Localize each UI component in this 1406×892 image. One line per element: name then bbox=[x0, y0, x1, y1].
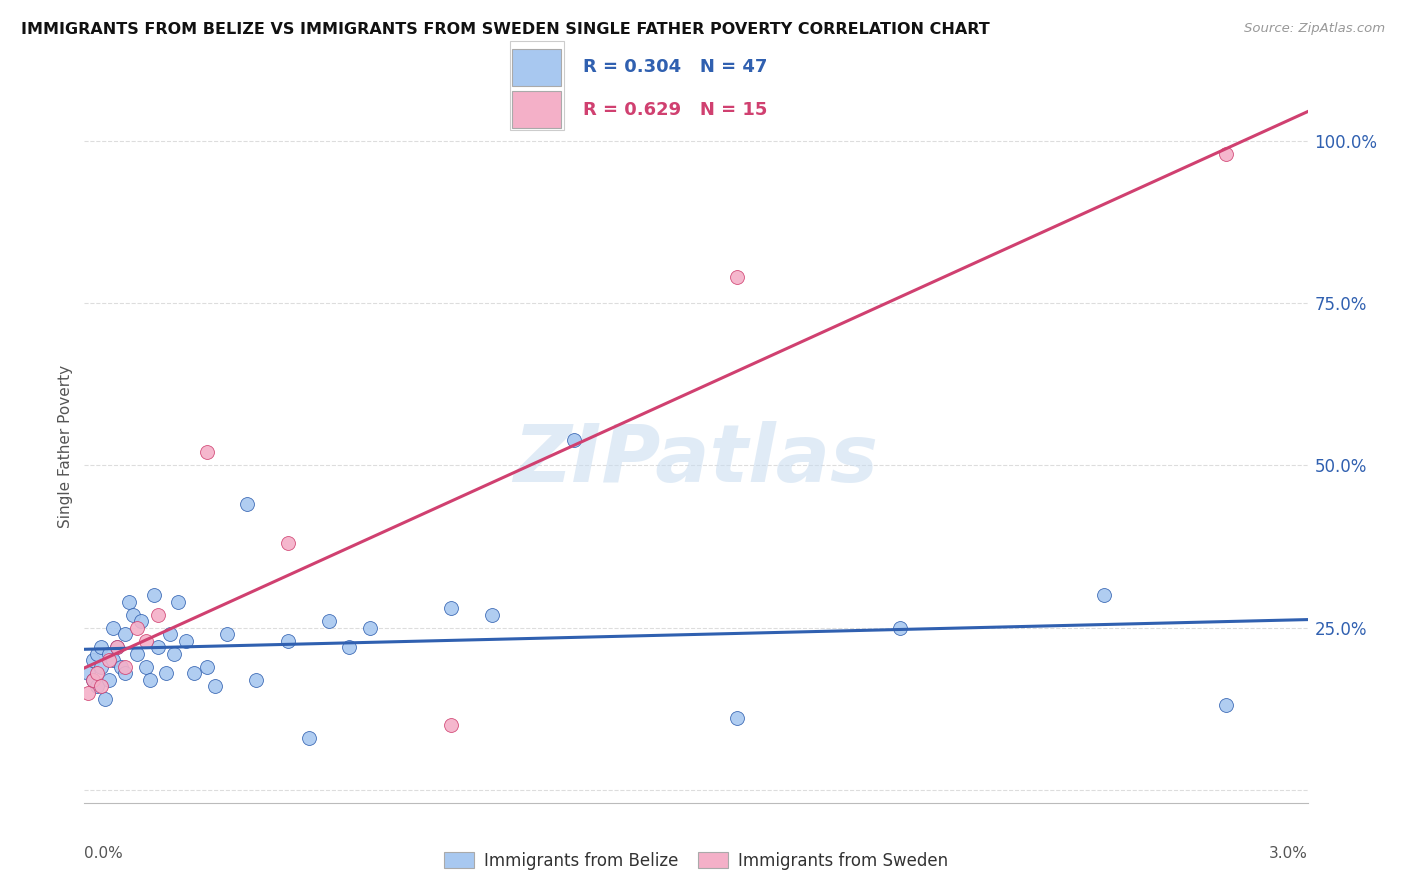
Text: R = 0.629   N = 15: R = 0.629 N = 15 bbox=[583, 101, 768, 119]
Point bbox=[359, 621, 381, 635]
Point bbox=[1215, 698, 1237, 713]
Point bbox=[122, 607, 145, 622]
Point bbox=[146, 640, 169, 654]
Point bbox=[131, 614, 153, 628]
Point bbox=[82, 673, 104, 687]
Point bbox=[277, 633, 299, 648]
Point bbox=[1215, 147, 1237, 161]
Point bbox=[82, 673, 104, 687]
Point bbox=[86, 647, 108, 661]
Point bbox=[440, 601, 463, 615]
Text: ZIPatlas: ZIPatlas bbox=[513, 421, 879, 500]
FancyBboxPatch shape bbox=[512, 91, 561, 128]
Point bbox=[142, 588, 165, 602]
Point bbox=[118, 595, 141, 609]
Legend: Immigrants from Belize, Immigrants from Sweden: Immigrants from Belize, Immigrants from … bbox=[437, 846, 955, 877]
Point bbox=[101, 621, 124, 635]
Point bbox=[146, 607, 169, 622]
Point bbox=[90, 679, 112, 693]
Point bbox=[163, 647, 186, 661]
Text: 0.0%: 0.0% bbox=[84, 846, 124, 861]
Text: 3.0%: 3.0% bbox=[1268, 846, 1308, 861]
Point bbox=[183, 666, 205, 681]
Text: IMMIGRANTS FROM BELIZE VS IMMIGRANTS FROM SWEDEN SINGLE FATHER POVERTY CORRELATI: IMMIGRANTS FROM BELIZE VS IMMIGRANTS FRO… bbox=[21, 22, 990, 37]
Point bbox=[138, 673, 160, 687]
Point bbox=[195, 659, 218, 673]
Point bbox=[562, 433, 585, 447]
Point bbox=[127, 621, 149, 635]
Point bbox=[204, 679, 226, 693]
Point bbox=[114, 666, 136, 681]
Point bbox=[159, 627, 181, 641]
Point bbox=[97, 653, 120, 667]
Point bbox=[97, 647, 120, 661]
Point bbox=[318, 614, 340, 628]
Point bbox=[440, 718, 463, 732]
Point bbox=[135, 659, 157, 673]
Y-axis label: Single Father Poverty: Single Father Poverty bbox=[58, 365, 73, 527]
Point bbox=[77, 666, 100, 681]
Point bbox=[114, 627, 136, 641]
Point bbox=[93, 692, 115, 706]
Point bbox=[155, 666, 177, 681]
Point bbox=[127, 647, 149, 661]
Point bbox=[217, 627, 239, 641]
Point bbox=[298, 731, 321, 745]
Point bbox=[97, 673, 120, 687]
Point bbox=[339, 640, 361, 654]
Point bbox=[481, 607, 503, 622]
Point bbox=[101, 653, 124, 667]
Point bbox=[77, 685, 100, 699]
Point bbox=[245, 673, 267, 687]
Point bbox=[105, 640, 128, 654]
Point bbox=[725, 270, 748, 285]
Text: R = 0.304   N = 47: R = 0.304 N = 47 bbox=[583, 58, 768, 76]
Point bbox=[236, 497, 259, 511]
Point bbox=[86, 679, 108, 693]
Point bbox=[167, 595, 190, 609]
Text: Source: ZipAtlas.com: Source: ZipAtlas.com bbox=[1244, 22, 1385, 36]
Point bbox=[110, 659, 132, 673]
Point bbox=[90, 640, 112, 654]
Point bbox=[725, 711, 748, 725]
Point bbox=[174, 633, 197, 648]
Point bbox=[135, 633, 157, 648]
Point bbox=[114, 659, 136, 673]
Point bbox=[889, 621, 911, 635]
Point bbox=[277, 536, 299, 550]
Point bbox=[86, 666, 108, 681]
Point bbox=[1092, 588, 1115, 602]
Point bbox=[82, 653, 104, 667]
Point bbox=[90, 659, 112, 673]
Point bbox=[195, 445, 218, 459]
Point bbox=[105, 640, 128, 654]
FancyBboxPatch shape bbox=[512, 48, 561, 86]
